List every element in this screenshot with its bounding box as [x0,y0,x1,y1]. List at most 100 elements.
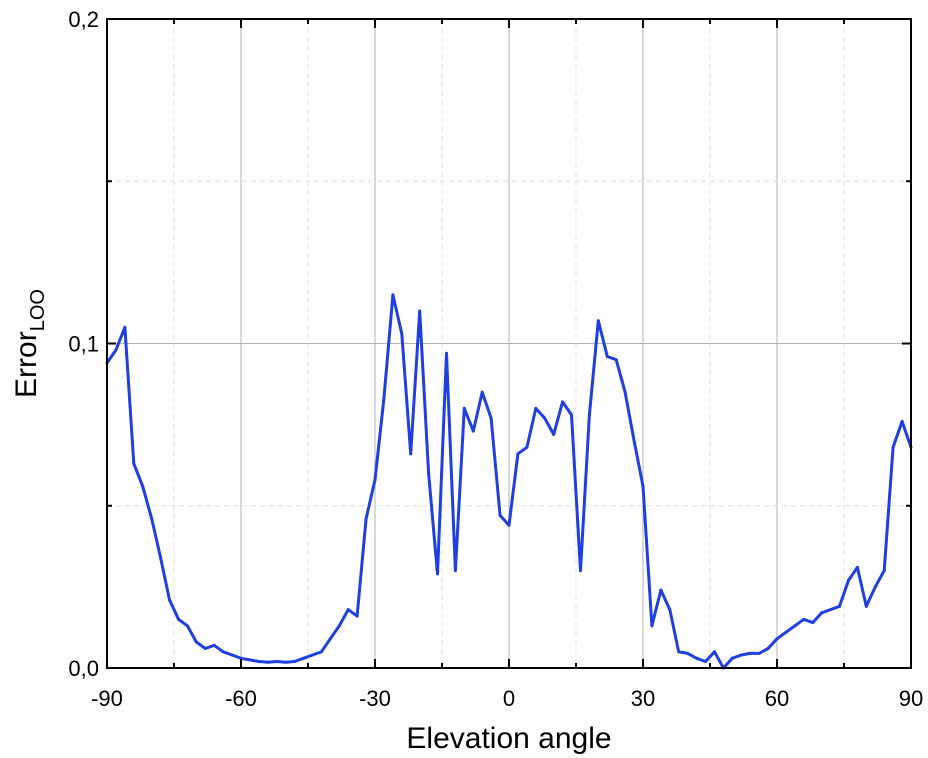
data-point [793,624,797,628]
data-point [257,660,261,664]
data-point [882,569,886,573]
series-layer [105,293,913,670]
data-point [203,647,207,651]
data-point [561,400,565,404]
data-point [248,658,252,662]
data-point [194,640,198,644]
data-point [141,484,145,488]
data-point [346,608,350,612]
data-point [355,614,359,618]
label-layer: -90 -60 -30 0 30 60 90 0,0 0,1 0,2 [68,7,923,711]
data-point [739,653,743,657]
data-point [686,651,690,655]
data-point [382,397,386,401]
tick-layer [106,18,912,669]
data-point [730,656,734,660]
data-point [614,358,618,362]
y-tick-label: 0,1 [68,332,99,357]
data-point [132,462,136,466]
data-point [766,647,770,651]
data-point [159,556,163,560]
data-point [677,650,681,654]
data-point [900,419,904,423]
data-point [632,439,636,443]
data-point [176,617,180,621]
y-axis-title-subscript: LOO [27,289,49,331]
data-point [641,484,645,488]
data-point [811,621,815,625]
x-tick-label: 30 [631,686,655,711]
data-point [364,517,368,521]
data-point [829,608,833,612]
data-point [596,319,600,323]
data-point [114,348,118,352]
data-point [578,569,582,573]
data-point [712,650,716,654]
data-point [150,517,154,521]
data-point [587,413,591,417]
data-point [266,660,270,664]
data-point [427,471,431,475]
data-point [275,660,279,664]
data-point [168,598,172,602]
data-point [659,588,663,592]
data-point [704,660,708,664]
x-axis-title: Elevation angle [406,722,611,755]
data-point [212,643,216,647]
x-tick-label: 60 [765,686,789,711]
data-point [891,445,895,449]
data-point [873,585,877,589]
data-point [784,630,788,634]
data-point [453,569,457,573]
data-point [230,653,234,657]
data-point [802,617,806,621]
data-point [543,416,547,420]
y-tick-label: 0,2 [68,7,99,32]
data-point [310,653,314,657]
x-tick-label: -30 [359,686,391,711]
data-point [302,656,306,660]
y-tick-label: 0,0 [68,656,99,681]
data-point [525,445,529,449]
data-point [757,651,761,655]
data-point [462,406,466,410]
x-tick-label: 90 [899,686,923,711]
data-point [436,572,440,576]
data-point [328,637,332,641]
data-point [650,624,654,628]
data-point [284,660,288,664]
data-point [444,351,448,355]
x-tick-label: 0 [503,686,515,711]
data-point [838,604,842,608]
data-point [605,354,609,358]
data-point [516,452,520,456]
data-point [855,565,859,569]
data-point [480,390,484,394]
data-point [570,413,574,417]
data-point [668,608,672,612]
data-point [409,452,413,456]
x-tick-label: -60 [225,686,257,711]
data-point [391,293,395,297]
x-tick-label: -90 [91,686,123,711]
data-point [418,309,422,313]
y-axis-title: ErrorLOO [10,289,49,398]
data-point [400,332,404,336]
data-point [846,578,850,582]
data-point [775,637,779,641]
data-point [695,656,699,660]
data-point [534,406,538,410]
data-point [293,660,297,664]
y-axis-title-main: Error [10,331,43,398]
data-point [221,650,225,654]
data-point [185,624,189,628]
grid-layer [107,19,911,668]
data-point [489,416,493,420]
data-point [820,611,824,615]
data-point [498,513,502,517]
data-point [748,651,752,655]
data-point [864,604,868,608]
data-point [319,650,323,654]
data-point [337,624,341,628]
